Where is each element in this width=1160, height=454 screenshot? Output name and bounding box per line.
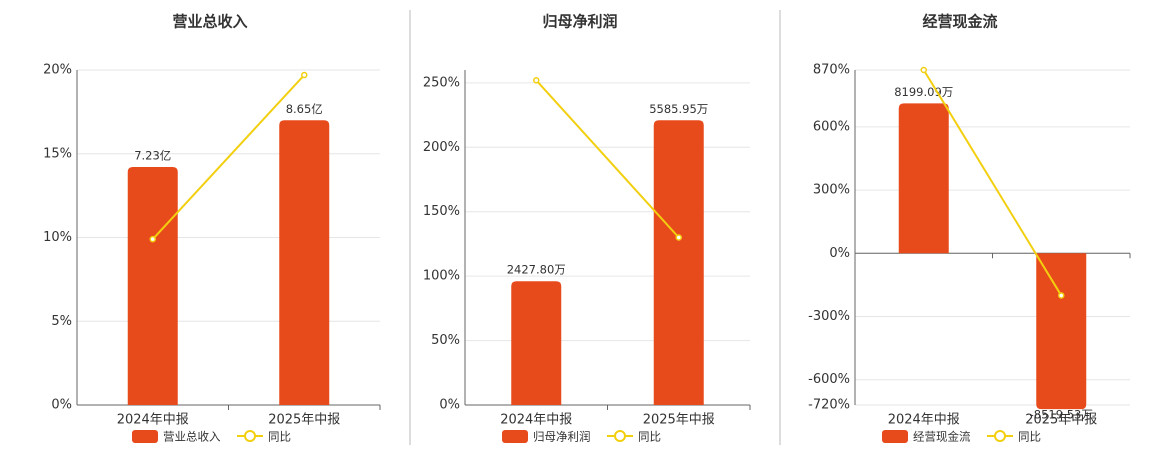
x-tick-label: 2024年中报 bbox=[888, 413, 960, 428]
y-tick-label: 870% bbox=[813, 63, 850, 78]
line-point bbox=[920, 66, 927, 74]
y-tick-label: 50% bbox=[431, 333, 460, 348]
bar bbox=[279, 120, 330, 405]
y-tick-label: 0% bbox=[439, 398, 460, 413]
legend-swatch bbox=[502, 430, 528, 443]
x-tick-label: 2025年中报 bbox=[643, 413, 715, 428]
value-label: 8.65亿 bbox=[286, 102, 323, 116]
y-tick-label: 600% bbox=[813, 119, 850, 134]
legend-label: 营业总收入 bbox=[163, 430, 221, 444]
x-tick-label: 2025年中报 bbox=[268, 413, 340, 428]
y-tick-label: -720% bbox=[808, 398, 850, 413]
legend-marker bbox=[614, 430, 626, 442]
value-label: 5585.95万 bbox=[649, 102, 708, 116]
y-tick-label: -300% bbox=[808, 309, 850, 324]
y-tick-label: 10% bbox=[43, 230, 72, 245]
x-tick-label: 2024年中报 bbox=[500, 413, 572, 428]
bar bbox=[1036, 253, 1087, 410]
y-tick-label: 100% bbox=[423, 269, 460, 284]
y-tick-label: 150% bbox=[423, 204, 460, 219]
value-label: 7.23亿 bbox=[134, 148, 171, 162]
value-label: 2427.80万 bbox=[507, 263, 566, 277]
y-tick-label: 0% bbox=[829, 246, 850, 261]
y-tick-label: -600% bbox=[808, 372, 850, 387]
line-point bbox=[149, 235, 156, 243]
legend-label: 同比 bbox=[638, 430, 661, 444]
line-point bbox=[675, 234, 682, 241]
x-tick-label: 2024年中报 bbox=[117, 413, 189, 428]
line-point bbox=[1058, 292, 1065, 299]
value-label: 8199.09万 bbox=[894, 85, 953, 99]
chart-title: 营业总收入 bbox=[172, 13, 247, 31]
line bbox=[152, 74, 305, 240]
bar bbox=[898, 103, 949, 254]
value-label: -8519.53万 bbox=[1030, 408, 1093, 422]
y-tick-label: 5% bbox=[51, 314, 72, 329]
legend-swatch bbox=[132, 430, 158, 443]
y-tick-label: 250% bbox=[423, 75, 460, 90]
bar bbox=[127, 166, 178, 405]
legend-label: 经营现金流 bbox=[913, 430, 971, 444]
legend-marker bbox=[244, 430, 256, 442]
y-tick-label: 15% bbox=[43, 146, 72, 161]
legend-swatch bbox=[882, 430, 908, 443]
line-point bbox=[301, 71, 308, 79]
bar bbox=[511, 281, 562, 405]
chart-title: 归母净利润 bbox=[542, 13, 617, 31]
legend-marker bbox=[994, 430, 1006, 442]
y-tick-label: 0% bbox=[51, 398, 72, 413]
legend-label: 同比 bbox=[268, 430, 291, 444]
y-tick-label: 20% bbox=[43, 63, 72, 78]
x-tick-label: 2025年中报 bbox=[1025, 413, 1097, 428]
line bbox=[535, 79, 680, 239]
legend-label: 归母净利润 bbox=[533, 430, 591, 444]
bar bbox=[653, 120, 704, 405]
legend-label: 同比 bbox=[1018, 430, 1041, 444]
line bbox=[922, 69, 1063, 296]
chart-title: 经营现金流 bbox=[922, 13, 997, 31]
y-tick-label: 300% bbox=[813, 183, 850, 198]
y-tick-label: 200% bbox=[423, 140, 460, 155]
line-point bbox=[533, 77, 540, 84]
